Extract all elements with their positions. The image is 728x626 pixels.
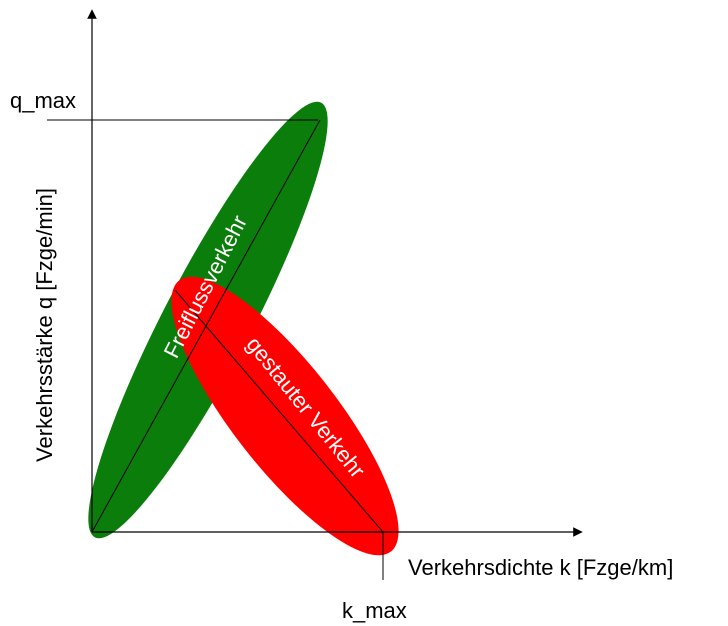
y-axis-label: Verkehrsstärke q [Fzge/min] bbox=[32, 188, 57, 462]
congested-line bbox=[174, 289, 384, 533]
x-axis-label: Verkehrsdichte k [Fzge/km] bbox=[408, 555, 673, 580]
q-max-label: q_max bbox=[10, 88, 76, 113]
k-max-label: k_max bbox=[342, 598, 407, 623]
congested-ellipse bbox=[171, 276, 399, 556]
